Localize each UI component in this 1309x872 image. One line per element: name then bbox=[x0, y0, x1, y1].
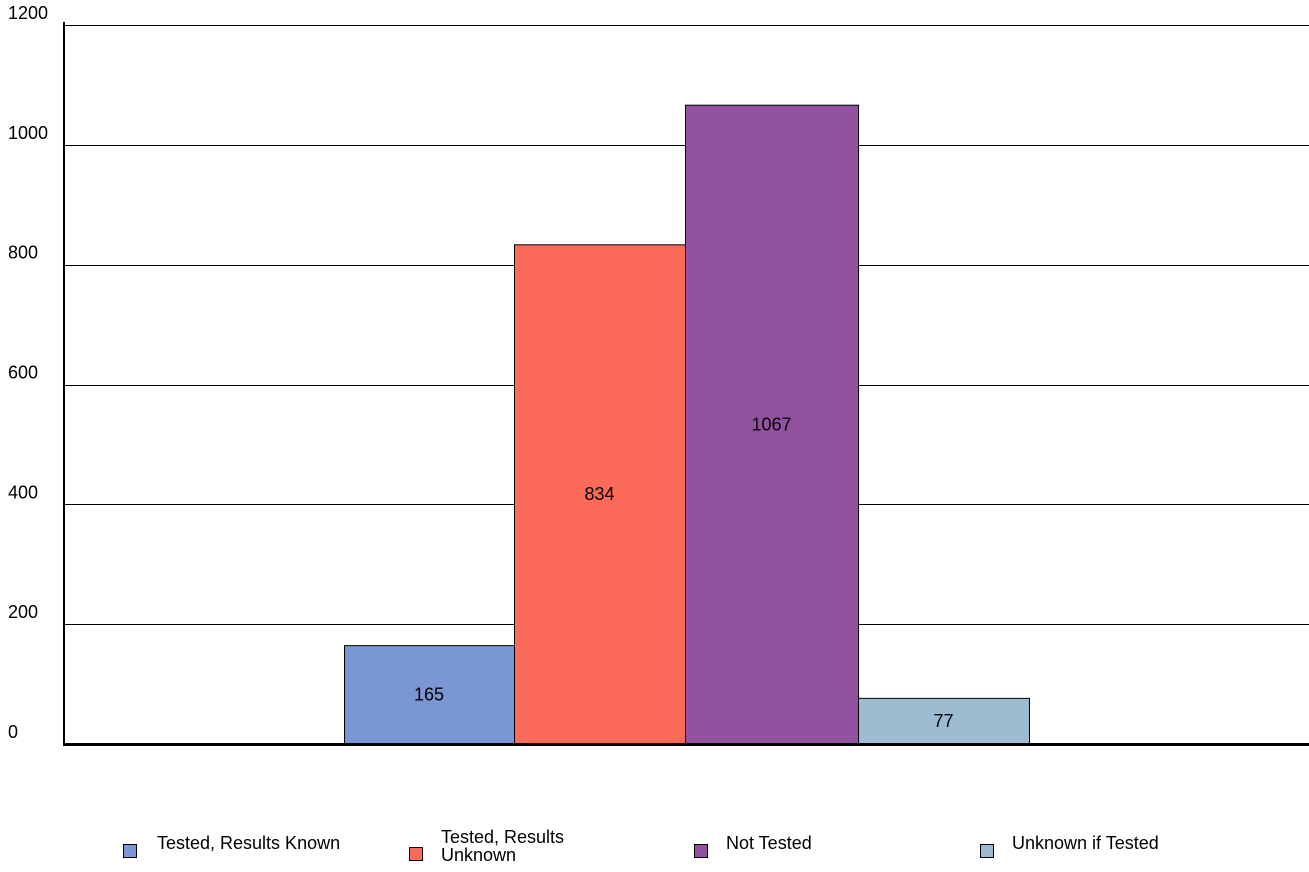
y-tick-label: 600 bbox=[8, 363, 38, 383]
legend-label: Not Tested bbox=[726, 833, 812, 853]
legend-item-unknown-if-tested: Unknown if Tested bbox=[980, 834, 1159, 858]
y-tick-label: 200 bbox=[8, 602, 38, 622]
data-label: 165 bbox=[414, 685, 444, 705]
legend-swatch bbox=[980, 844, 994, 858]
y-tick-label: 400 bbox=[8, 482, 38, 502]
legend-item-tested-results-known: Tested, Results Known bbox=[123, 834, 340, 858]
y-tick-label: 800 bbox=[8, 243, 38, 263]
legend-swatch bbox=[694, 844, 708, 858]
bar-not-tested bbox=[685, 104, 859, 746]
legend-swatch bbox=[409, 847, 423, 861]
y-tick-label: 0 bbox=[8, 722, 18, 742]
y-tick-label: 1000 bbox=[8, 123, 48, 143]
legend-label: Unknown if Tested bbox=[1012, 833, 1159, 853]
legend: Tested, Results Known Tested, Results Un… bbox=[0, 820, 1309, 870]
legend-swatch bbox=[123, 844, 137, 858]
data-label: 834 bbox=[584, 484, 614, 504]
legend-label: Tested, Results Known bbox=[157, 833, 341, 853]
legend-item-tested-results-unknown: Tested, Results Unknown bbox=[409, 828, 601, 864]
y-tick-label: 1200 bbox=[8, 3, 48, 23]
data-label: 77 bbox=[933, 711, 953, 731]
bars bbox=[344, 104, 1030, 746]
bar-unknown-if-tested bbox=[858, 697, 1030, 746]
data-label: 1067 bbox=[751, 414, 791, 434]
data-labels: 165 834 1067 77 bbox=[414, 414, 954, 731]
bar-chart: 0 200 400 600 800 1000 1200 165 834 1067 77 bbox=[8, 3, 1309, 746]
y-axis-ticks: 0 200 400 600 800 1000 1200 bbox=[8, 3, 48, 742]
legend-item-not-tested: Not Tested bbox=[694, 834, 812, 858]
legend-label: Tested, Results Unknown bbox=[441, 827, 565, 865]
